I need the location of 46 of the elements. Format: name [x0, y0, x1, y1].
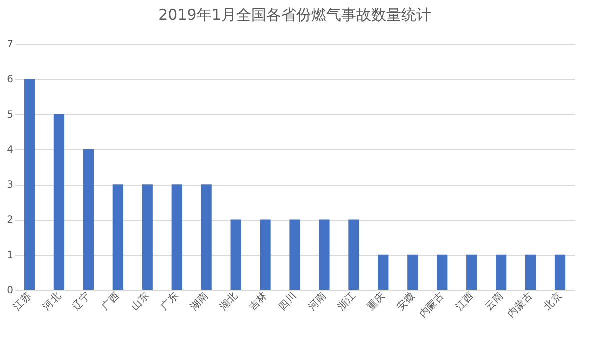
bar — [201, 184, 212, 290]
x-tick-label: 湖南 — [188, 290, 211, 313]
x-tick-label: 安徽 — [394, 290, 418, 313]
bar — [172, 184, 182, 290]
bar — [378, 254, 389, 290]
y-tick-label: 1 — [7, 250, 14, 262]
x-tick-label: 江西 — [453, 290, 476, 313]
chart-title: 2019年1月全国各省份燃气事故数量统计 — [158, 6, 432, 24]
x-tick-label: 湖北 — [218, 290, 240, 313]
x-tick-label: 重庆 — [365, 290, 388, 313]
bar — [142, 184, 153, 290]
x-tick-label: 河北 — [40, 290, 64, 313]
x-tick-label: 四川 — [276, 290, 300, 313]
y-tick-label: 4 — [7, 144, 14, 156]
x-tick-label: 内蒙古 — [505, 290, 536, 320]
bar — [466, 254, 478, 290]
y-tick-label: 3 — [7, 180, 14, 192]
bar — [290, 220, 300, 290]
bar — [408, 254, 418, 290]
x-tick-label: 广东 — [158, 290, 182, 313]
x-tick-label: 山东 — [129, 290, 152, 313]
bar — [525, 254, 536, 290]
x-tick-label: 广西 — [100, 290, 122, 313]
x-tick-label: 吉林 — [247, 290, 270, 313]
bar — [24, 79, 36, 290]
x-tick-label: 北京 — [542, 290, 565, 313]
x-tick-label: 内蒙古 — [416, 290, 447, 320]
x-tick-label: 辽宁 — [70, 290, 93, 313]
bar — [348, 220, 360, 290]
y-tick-label: 5 — [7, 110, 14, 121]
bar — [54, 114, 65, 290]
x-tick-label: 河南 — [306, 290, 329, 313]
bar — [83, 149, 94, 290]
bar — [554, 254, 566, 290]
y-tick-label: 6 — [7, 74, 14, 86]
bar — [437, 254, 448, 290]
y-tick-label: 2 — [7, 215, 14, 226]
x-tick-label: 浙江 — [336, 290, 358, 313]
bar — [260, 220, 271, 290]
y-tick-label: 7 — [7, 40, 14, 50]
x-tick-label: 云南 — [482, 290, 506, 313]
y-tick-label: 0 — [7, 286, 14, 296]
bar — [230, 220, 242, 290]
bar — [319, 220, 330, 290]
bar — [112, 184, 124, 290]
bar — [496, 254, 507, 290]
